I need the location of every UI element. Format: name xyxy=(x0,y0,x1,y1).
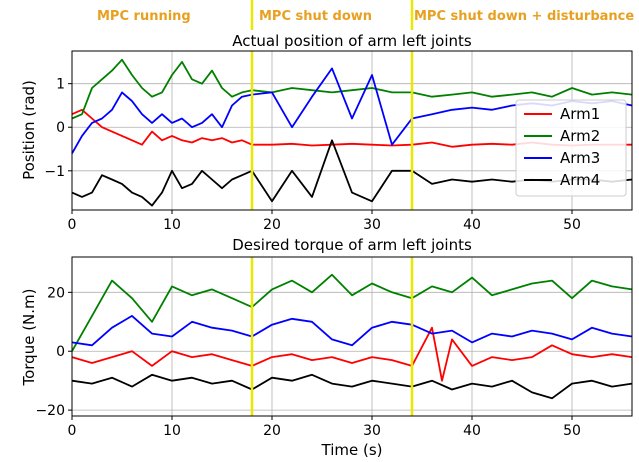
torque-ytick-label-20: 20 xyxy=(47,285,65,301)
torque-chart: Desired torque of arm left joints 0 10 20 3… xyxy=(20,236,632,459)
phase-labels: MPC running MPC shut down MPC shut down … xyxy=(97,0,634,30)
position-xtick-label-10: 10 xyxy=(163,217,181,233)
phase-label-mpc-shut-down: MPC shut down xyxy=(259,9,372,24)
torque-xtick-label-10: 10 xyxy=(163,423,181,439)
torque-xtick-label-40: 40 xyxy=(463,423,481,439)
torque-chart-ylabel: Torque (N.m) xyxy=(20,288,38,386)
phase-label-mpc-shut-down-disturbance: MPC shut down + disturbance xyxy=(414,9,634,24)
position-chart: Actual position of arm left joints 0 10 20… xyxy=(20,32,632,233)
position-xtick-label-20: 20 xyxy=(263,217,281,233)
torque-series-arm4 xyxy=(72,375,632,399)
legend-label-arm1: Arm1 xyxy=(560,105,600,123)
torque-chart-title: Desired torque of arm left joints xyxy=(232,236,472,254)
position-xtick-label-50: 50 xyxy=(563,217,581,233)
position-chart-title: Actual position of arm left joints xyxy=(232,32,472,50)
torque-ytick-label--20: −20 xyxy=(35,403,65,419)
position-xtick-label-40: 40 xyxy=(463,217,481,233)
phase-label-mpc-running: MPC running xyxy=(97,9,191,24)
torque-chart-series xyxy=(72,257,632,416)
position-xtick-label-0: 0 xyxy=(68,217,77,233)
torque-chart-xlabel: Time (s) xyxy=(321,441,383,459)
position-ytick-label--1: −1 xyxy=(44,164,65,180)
position-ytick-label-1: 1 xyxy=(56,77,65,93)
legend-label-arm3: Arm3 xyxy=(560,149,600,167)
position-chart-legend: Arm1 Arm2 Arm3 Arm4 xyxy=(516,100,626,196)
position-xtick-label-30: 30 xyxy=(363,217,381,233)
position-chart-ylabel: Position (rad) xyxy=(20,80,38,180)
position-ytick-label-0: 0 xyxy=(56,120,65,136)
torque-series-arm2 xyxy=(72,275,632,352)
torque-ytick-label-0: 0 xyxy=(56,344,65,360)
torque-series-arm3 xyxy=(72,316,632,345)
torque-xtick-label-50: 50 xyxy=(563,423,581,439)
torque-xtick-label-20: 20 xyxy=(263,423,281,439)
torque-xtick-label-30: 30 xyxy=(363,423,381,439)
torque-series-arm1 xyxy=(72,328,632,381)
torque-xtick-label-0: 0 xyxy=(68,423,77,439)
legend-label-arm2: Arm2 xyxy=(560,127,600,145)
legend-label-arm4: Arm4 xyxy=(560,171,600,189)
